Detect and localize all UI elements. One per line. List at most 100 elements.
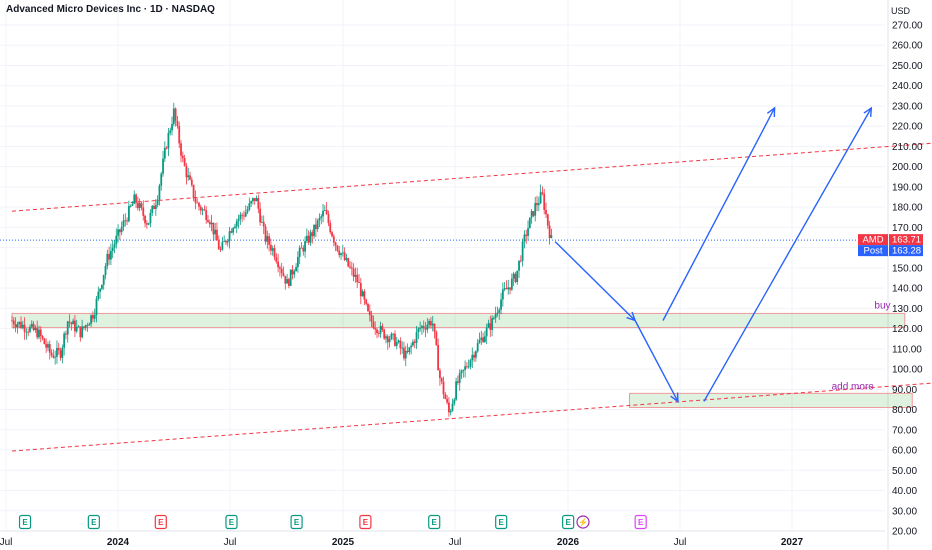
- candle-body: [543, 193, 546, 211]
- candle-body: [485, 327, 488, 337]
- earnings-label: E: [294, 518, 300, 527]
- candle-body: [106, 253, 109, 267]
- earnings-label: E: [22, 518, 28, 527]
- candle-body: [180, 143, 182, 156]
- candle-body: [368, 311, 371, 316]
- candle-body: [270, 244, 272, 251]
- candle-body: [530, 211, 533, 218]
- candle-body: [304, 241, 306, 252]
- price-tag-symbol: [858, 245, 888, 257]
- candle-body: [282, 273, 285, 276]
- candle-body: [505, 288, 508, 290]
- candle-body: [68, 321, 71, 323]
- time-axis[interactable]: Jul 2024 Jul 2025 Jul 2026 Jul 2027: [0, 530, 885, 548]
- candle-body: [230, 231, 233, 233]
- candle-body: [156, 199, 159, 206]
- y-tick-label: 180.00: [892, 203, 923, 214]
- price-tag-value: [889, 245, 923, 257]
- candle-body: [81, 326, 84, 338]
- candle-body: [514, 273, 517, 283]
- candle-body: [322, 210, 324, 217]
- events-row[interactable]: E E E E E E E E E ⚡ E: [18, 514, 647, 530]
- candle-body: [331, 232, 333, 237]
- y-tick-label: 240.00: [892, 81, 923, 92]
- candle-body: [61, 347, 64, 358]
- candle-body: [99, 288, 102, 292]
- earnings-icon: [225, 514, 238, 530]
- candle-body: [239, 214, 242, 219]
- projection-arrow: [703, 107, 872, 402]
- candle-body: [386, 336, 389, 343]
- candle-body: [237, 218, 240, 222]
- price-axis[interactable]: 20.00 30.00 40.00 50.00 60.00 70.00 80.00 90.00…: [858, 21, 923, 538]
- candle-body: [43, 338, 46, 345]
- candle-body: [476, 343, 479, 352]
- candle-body: [145, 223, 148, 225]
- chart-title: Advanced Micro Devices Inc · 1D · NASDAQ: [6, 4, 215, 15]
- candle-body: [390, 333, 393, 340]
- candle-body: [117, 229, 119, 236]
- candle-body: [313, 224, 315, 237]
- projection-arrow: [662, 107, 776, 321]
- candle-body: [255, 198, 258, 202]
- dividend-label: ⚡: [578, 517, 588, 527]
- annotation-label: add more: [832, 381, 875, 392]
- earnings-label: E: [565, 518, 571, 527]
- candle-body: [262, 221, 265, 227]
- candle-body: [244, 212, 247, 217]
- candle-body: [196, 202, 199, 204]
- candle-body: [474, 351, 477, 358]
- candle-body: [503, 288, 506, 290]
- y-tick-label: 210.00: [892, 142, 923, 153]
- x-tick-label: Jul: [0, 537, 12, 548]
- candle-body: [307, 235, 310, 243]
- price-tag-symbol-text: AMD: [862, 235, 883, 246]
- earnings-icon: [18, 514, 32, 530]
- candle-body: [435, 331, 438, 345]
- candle-body: [257, 198, 260, 209]
- candle-body: [48, 344, 51, 353]
- price-tag-value-text: 163.71: [892, 235, 921, 246]
- earnings-icon: [87, 514, 100, 530]
- candle-body: [365, 299, 368, 304]
- y-tick-label: 100.00: [892, 365, 923, 376]
- candle-body: [277, 261, 280, 268]
- candle-body: [349, 266, 351, 268]
- zone-buy: [11, 312, 906, 329]
- candle-body: [127, 205, 130, 222]
- candle-body: [440, 378, 443, 382]
- candle-body: [383, 329, 386, 339]
- candle-body: [494, 313, 497, 318]
- candle-body: [406, 350, 409, 353]
- candle-body: [422, 326, 425, 329]
- candle-body: [293, 271, 296, 275]
- candle-body: [47, 344, 49, 348]
- candle-body: [482, 337, 484, 342]
- trend-lines: [11, 142, 932, 452]
- candle-body: [118, 229, 121, 233]
- candle-body: [280, 268, 283, 274]
- candle-body: [478, 340, 481, 344]
- candle-body: [59, 350, 62, 358]
- candle-body: [223, 241, 226, 242]
- candle-body: [167, 132, 170, 149]
- candle-body: [41, 336, 44, 339]
- candle-body: [401, 347, 404, 349]
- x-tick-label: Jul: [449, 537, 462, 548]
- candle-body: [374, 328, 377, 330]
- candle-body: [347, 258, 350, 267]
- candle-body: [135, 194, 137, 203]
- candle-body: [381, 326, 384, 330]
- candle-body: [212, 222, 215, 235]
- candle-body: [183, 157, 186, 166]
- candle-body: [151, 205, 154, 213]
- candle-body: [111, 247, 114, 252]
- candle-body: [431, 323, 434, 326]
- candle-body: [341, 252, 344, 254]
- candle-body: [323, 210, 326, 211]
- candle-body: [16, 324, 19, 328]
- y-tick-label: 120.00: [892, 324, 923, 335]
- candle-body: [309, 232, 312, 243]
- earnings-icon: [428, 514, 441, 530]
